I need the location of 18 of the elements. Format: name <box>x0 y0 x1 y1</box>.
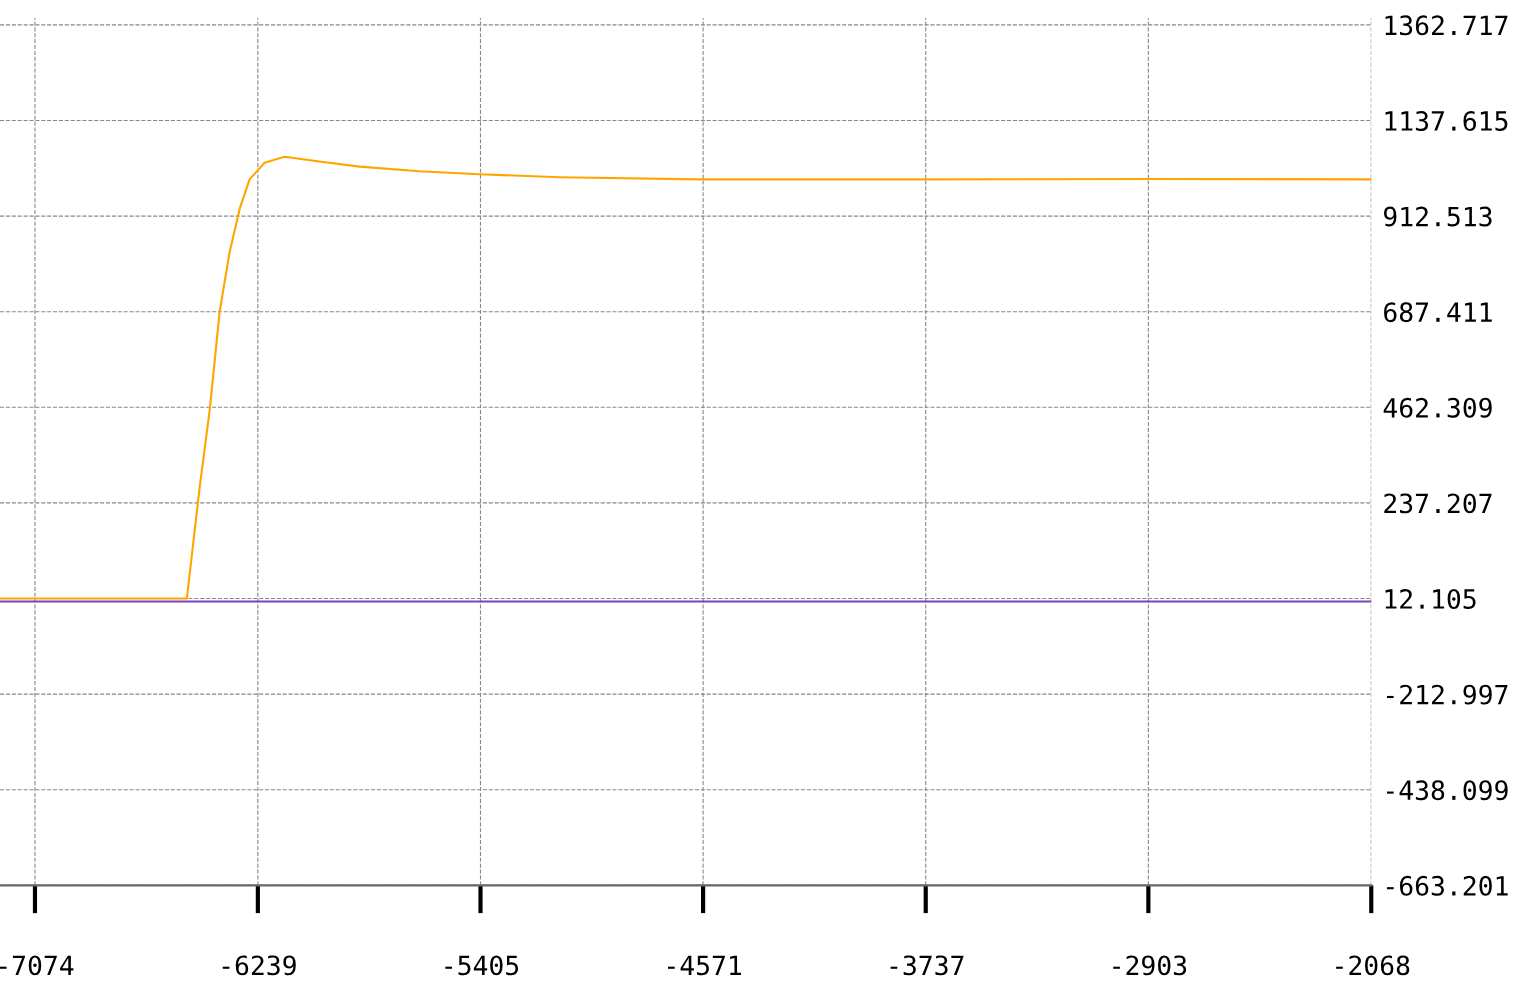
y-tick-label: 462.309 <box>1383 397 1492 418</box>
line-series <box>0 155 1372 600</box>
y-tick-label: 912.513 <box>1384 206 1492 227</box>
y-tick-label: -212.997 <box>1386 684 1508 705</box>
y-tick-label: 687.411 <box>1384 302 1492 323</box>
x-tick-label: -6239 <box>222 955 296 976</box>
y-tick-label: -438.099 <box>1386 780 1508 801</box>
y-tick-label: 1137.615 <box>1385 110 1508 131</box>
x-tick-label: -4571 <box>667 955 742 976</box>
y-tick-label: -663.201 <box>1386 875 1508 896</box>
x-tick-label: -3737 <box>890 955 964 976</box>
y-tick-label: 237.207 <box>1384 493 1492 514</box>
y-tick-label: 12.105 <box>1385 589 1476 609</box>
x-tick-label: -2068 <box>1336 955 1410 976</box>
x-tick-label: -7074 <box>0 955 74 976</box>
x-tick-label: -2903 <box>1113 955 1187 976</box>
y-tick-label: 1362.717 <box>1385 15 1508 36</box>
x-tick-label: -5405 <box>445 955 519 976</box>
